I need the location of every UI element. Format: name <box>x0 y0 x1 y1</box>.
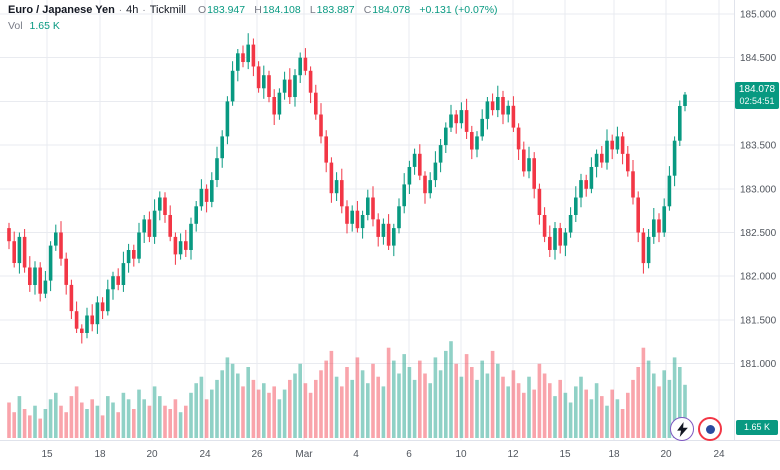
bar-countdown: 02:54:51 <box>739 96 775 106</box>
svg-text:4: 4 <box>353 449 359 460</box>
svg-text:182.000: 182.000 <box>740 272 777 283</box>
volume-value-badge: 1.65 K <box>736 420 778 435</box>
time-axis[interactable] <box>0 440 780 470</box>
separator-dot: · <box>142 5 146 16</box>
svg-text:26: 26 <box>251 449 263 460</box>
svg-text:18: 18 <box>94 449 106 460</box>
broker-label: Tickmill <box>149 4 186 16</box>
volume-bars <box>7 341 687 438</box>
high-label: H <box>254 4 262 16</box>
close-value: 184.078 <box>372 4 411 16</box>
svg-text:183.000: 183.000 <box>740 184 777 195</box>
volume-legend: Vol 1.65 K <box>8 20 60 32</box>
gridlines <box>0 0 734 440</box>
axes: 185.000184.500184.000183.500183.000182.5… <box>0 0 780 460</box>
svg-text:6: 6 <box>406 449 412 460</box>
svg-text:18: 18 <box>608 449 620 460</box>
svg-text:181.500: 181.500 <box>740 315 777 326</box>
symbol-title[interactable]: Euro / Japanese Yen <box>8 4 115 16</box>
open-label: O <box>197 4 207 16</box>
bullseye-icon <box>705 424 715 434</box>
price-axis[interactable] <box>734 0 780 440</box>
separator-dot: · <box>118 5 123 16</box>
svg-text:185.000: 185.000 <box>740 10 777 21</box>
svg-text:181.000: 181.000 <box>740 359 777 370</box>
svg-text:20: 20 <box>660 449 672 460</box>
change-value: +0.131 (+0.07%) <box>419 4 498 16</box>
open-value: 183.947 <box>207 4 246 16</box>
last-price: 184.078 <box>738 84 776 95</box>
symbol-legend: Euro / Japanese Yen · 4h · Tickmill O183… <box>8 4 498 16</box>
low-label: L <box>309 4 316 16</box>
low-value: 183.887 <box>316 4 355 16</box>
ohlc-values: O183.947 H184.108 L183.887 C184.078 +0.1… <box>192 4 498 16</box>
quick-trade-button[interactable] <box>670 417 694 441</box>
svg-text:10: 10 <box>455 449 467 460</box>
volume-label: Vol <box>8 20 23 32</box>
svg-text:183.500: 183.500 <box>740 141 777 152</box>
high-value: 184.108 <box>262 4 301 16</box>
target-button[interactable] <box>698 417 722 441</box>
candles <box>7 33 687 344</box>
last-price-badge: 184.078 02:54:51 <box>735 82 779 109</box>
svg-text:24: 24 <box>199 449 211 460</box>
svg-text:182.500: 182.500 <box>740 228 777 239</box>
svg-text:12: 12 <box>507 449 519 460</box>
lightning-icon <box>676 421 688 437</box>
svg-text:Mar: Mar <box>295 449 313 460</box>
close-label: C <box>363 4 372 16</box>
svg-text:15: 15 <box>41 449 53 460</box>
svg-text:184.500: 184.500 <box>740 53 777 64</box>
svg-text:15: 15 <box>559 449 571 460</box>
svg-text:24: 24 <box>713 449 725 460</box>
svg-text:20: 20 <box>146 449 158 460</box>
interval-label[interactable]: 4h <box>126 4 139 16</box>
volume-value: 1.65 K <box>29 20 60 32</box>
